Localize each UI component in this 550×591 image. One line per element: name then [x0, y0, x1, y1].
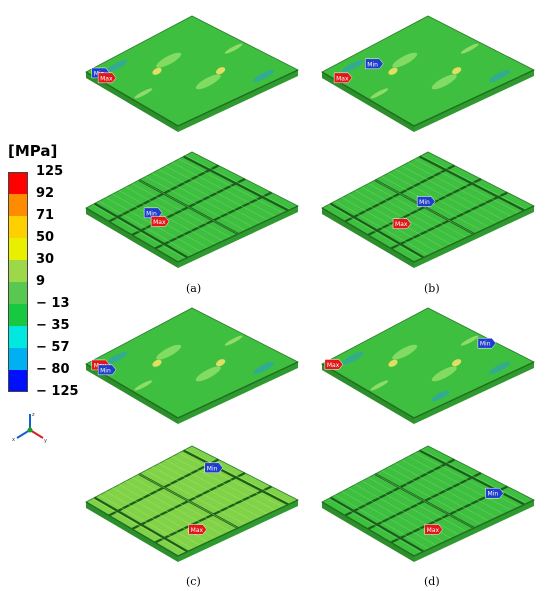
- svg-text:Min: Min: [480, 341, 491, 348]
- min-marker: Min: [365, 58, 384, 70]
- plate-model: Min Max: [321, 151, 535, 268]
- min-marker: Min: [416, 196, 436, 207]
- caption-b: (b): [424, 282, 440, 295]
- legend-swatch: [8, 172, 28, 194]
- svg-text:Max: Max: [153, 219, 166, 226]
- plate-model: Max Min: [321, 307, 535, 424]
- svg-text:Min: Min: [146, 210, 157, 217]
- plate-b-top-view: Min Max: [321, 15, 535, 132]
- legend-value: 9: [36, 274, 46, 289]
- max-marker: Max: [333, 72, 353, 84]
- svg-text:Max: Max: [327, 362, 340, 369]
- legend-value: − 57: [36, 340, 70, 355]
- legend-value: − 80: [36, 362, 70, 377]
- max-marker: Max: [97, 72, 117, 84]
- max-marker: Max: [392, 218, 412, 229]
- legend-swatch: [8, 282, 28, 304]
- max-marker: Max: [324, 359, 344, 370]
- legend-swatch: [8, 326, 28, 348]
- legend-value: 92: [36, 186, 55, 201]
- plate-model: Min Max: [321, 15, 535, 132]
- legend-unit: [MPa]: [8, 142, 58, 160]
- legend-swatch: [8, 304, 28, 326]
- legend-value: − 125: [36, 384, 79, 399]
- plate-model: Min Max: [85, 445, 299, 562]
- stress-legend: [MPa] 125 92 71 50 30 9 − 13 − 35 − 57 − 80 − 125: [4, 142, 84, 402]
- max-marker: Max: [188, 524, 208, 535]
- legend-value: 30: [36, 252, 55, 267]
- svg-text:Min: Min: [419, 199, 430, 206]
- plate-model: Min Max: [321, 445, 535, 562]
- legend-value: 50: [36, 230, 55, 245]
- svg-text:Min: Min: [488, 491, 499, 498]
- svg-text:y: y: [44, 438, 47, 444]
- svg-text:Max: Max: [427, 527, 440, 534]
- svg-text:Min: Min: [100, 367, 111, 374]
- caption-a: (a): [186, 282, 202, 295]
- legend-swatch: [8, 238, 28, 260]
- svg-text:x: x: [12, 437, 15, 443]
- plate-d-top-view: Max Min: [321, 307, 535, 424]
- plate-b-bottom-view: Min Max: [321, 151, 535, 268]
- coordinate-axes-icon: z x y: [12, 412, 47, 444]
- legend-swatch: [8, 194, 28, 216]
- legend-swatch: [8, 348, 28, 370]
- min-marker: Min: [204, 462, 224, 474]
- legend-value: − 35: [36, 318, 70, 333]
- plate-a-bottom-view: Min Max: [85, 151, 299, 268]
- svg-text:Min: Min: [207, 465, 218, 472]
- legend-value: 125: [36, 164, 64, 179]
- legend-value: 71: [36, 208, 55, 223]
- caption-c: (c): [186, 575, 201, 588]
- legend-value: − 13: [36, 296, 70, 311]
- caption-d: (d): [424, 575, 440, 588]
- legend-swatch: [8, 216, 28, 238]
- svg-text:Max: Max: [191, 527, 204, 534]
- plate-c-bottom-view: Min Max: [85, 445, 299, 562]
- plate-d-bottom-view: Min Max: [321, 445, 535, 562]
- max-marker: Max: [424, 524, 444, 535]
- svg-text:Max: Max: [395, 221, 408, 228]
- min-marker: Min: [143, 207, 163, 219]
- min-marker: Min: [477, 337, 497, 349]
- svg-text:Min: Min: [367, 61, 378, 68]
- legend-swatch: [8, 260, 28, 282]
- min-marker: Min: [97, 364, 117, 376]
- legend-swatch: [8, 370, 28, 392]
- svg-text:z: z: [32, 412, 35, 418]
- plate-model: Min Max: [85, 151, 299, 268]
- svg-text:Max: Max: [336, 75, 349, 82]
- max-marker: Max: [150, 216, 170, 227]
- svg-text:Max: Max: [100, 75, 113, 82]
- min-marker: Min: [485, 487, 504, 499]
